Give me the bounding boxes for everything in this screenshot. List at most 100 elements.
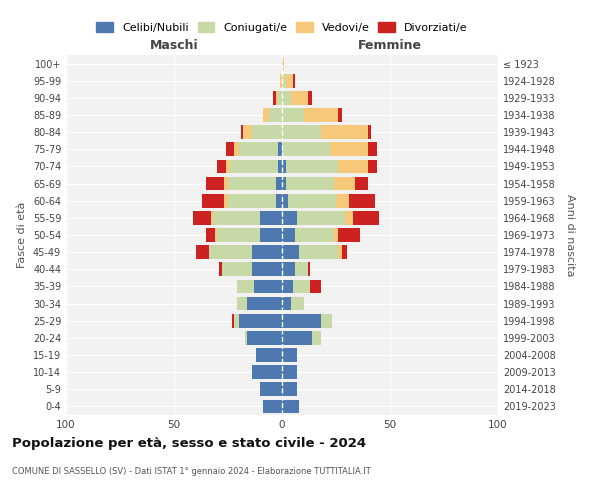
- Bar: [278, 91, 282, 104]
- Bar: [275, 91, 278, 104]
- Bar: [338, 160, 368, 173]
- Bar: [282, 262, 295, 276]
- Bar: [252, 126, 282, 139]
- Bar: [235, 142, 239, 156]
- Bar: [236, 280, 254, 293]
- Bar: [329, 142, 368, 156]
- Bar: [338, 108, 343, 122]
- Bar: [289, 194, 336, 207]
- Bar: [247, 331, 282, 344]
- Bar: [286, 160, 338, 173]
- Bar: [235, 314, 239, 328]
- Bar: [245, 331, 247, 344]
- Bar: [282, 56, 284, 70]
- Bar: [349, 194, 375, 207]
- Bar: [338, 246, 343, 259]
- Bar: [263, 400, 282, 413]
- Y-axis label: Anni di nascita: Anni di nascita: [565, 194, 575, 276]
- Bar: [282, 142, 329, 156]
- Bar: [368, 142, 377, 156]
- Bar: [282, 246, 299, 259]
- Bar: [282, 160, 286, 173]
- Bar: [230, 160, 278, 173]
- Bar: [282, 126, 321, 139]
- Bar: [275, 194, 282, 207]
- Bar: [286, 176, 334, 190]
- Bar: [252, 366, 282, 379]
- Bar: [217, 228, 260, 242]
- Bar: [243, 126, 252, 139]
- Bar: [260, 382, 282, 396]
- Bar: [282, 74, 286, 88]
- Bar: [295, 228, 334, 242]
- Bar: [247, 296, 282, 310]
- Bar: [220, 262, 221, 276]
- Bar: [282, 228, 295, 242]
- Bar: [295, 262, 308, 276]
- Bar: [282, 176, 286, 190]
- Bar: [334, 176, 355, 190]
- Bar: [343, 246, 347, 259]
- Bar: [282, 331, 312, 344]
- Bar: [282, 382, 297, 396]
- Bar: [308, 262, 310, 276]
- Bar: [304, 108, 338, 122]
- Bar: [299, 246, 338, 259]
- Bar: [209, 246, 252, 259]
- Bar: [282, 400, 299, 413]
- Y-axis label: Fasce di età: Fasce di età: [17, 202, 27, 268]
- Text: Femmine: Femmine: [358, 38, 422, 52]
- Bar: [338, 228, 360, 242]
- Bar: [239, 142, 278, 156]
- Bar: [224, 176, 228, 190]
- Bar: [321, 126, 368, 139]
- Bar: [336, 194, 349, 207]
- Bar: [344, 211, 353, 224]
- Bar: [290, 296, 304, 310]
- Text: Maschi: Maschi: [149, 38, 199, 52]
- Bar: [206, 176, 224, 190]
- Text: Popolazione per età, sesso e stato civile - 2024: Popolazione per età, sesso e stato civil…: [12, 438, 366, 450]
- Bar: [282, 211, 297, 224]
- Bar: [282, 296, 290, 310]
- Bar: [334, 228, 338, 242]
- Bar: [213, 211, 260, 224]
- Bar: [260, 228, 282, 242]
- Bar: [282, 194, 289, 207]
- Bar: [269, 108, 282, 122]
- Bar: [254, 280, 282, 293]
- Bar: [278, 142, 282, 156]
- Legend: Celibi/Nubili, Coniugati/e, Vedovi/e, Divorziati/e: Celibi/Nubili, Coniugati/e, Vedovi/e, Di…: [92, 18, 472, 37]
- Bar: [211, 211, 213, 224]
- Bar: [224, 194, 228, 207]
- Bar: [297, 211, 344, 224]
- Bar: [308, 91, 312, 104]
- Bar: [368, 160, 377, 173]
- Bar: [232, 314, 235, 328]
- Bar: [236, 296, 247, 310]
- Bar: [282, 314, 321, 328]
- Bar: [252, 262, 282, 276]
- Bar: [202, 194, 224, 207]
- Bar: [282, 280, 293, 293]
- Bar: [353, 211, 379, 224]
- Bar: [221, 262, 252, 276]
- Bar: [293, 280, 310, 293]
- Bar: [226, 160, 230, 173]
- Bar: [226, 142, 235, 156]
- Bar: [217, 160, 226, 173]
- Bar: [282, 108, 304, 122]
- Text: COMUNE DI SASSELLO (SV) - Dati ISTAT 1° gennaio 2024 - Elaborazione TUTTITALIA.I: COMUNE DI SASSELLO (SV) - Dati ISTAT 1° …: [12, 468, 371, 476]
- Bar: [252, 246, 282, 259]
- Bar: [275, 176, 282, 190]
- Bar: [228, 194, 275, 207]
- Bar: [260, 211, 282, 224]
- Bar: [263, 108, 269, 122]
- Bar: [282, 91, 290, 104]
- Bar: [321, 314, 332, 328]
- Bar: [196, 246, 209, 259]
- Bar: [312, 331, 321, 344]
- Bar: [256, 348, 282, 362]
- Bar: [310, 280, 321, 293]
- Bar: [368, 126, 371, 139]
